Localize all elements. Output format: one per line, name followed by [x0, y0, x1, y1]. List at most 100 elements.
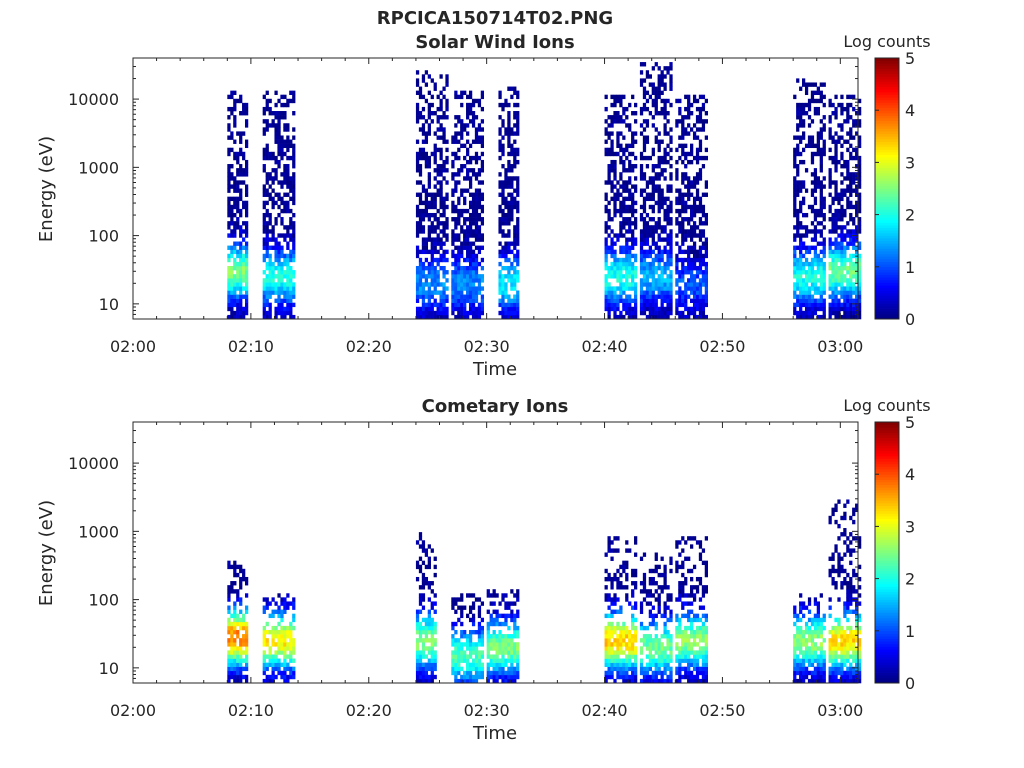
heatmap-cell [793, 237, 797, 242]
heatmap-cell [271, 290, 275, 295]
heatmap-cell [607, 642, 611, 647]
heatmap-cell [701, 94, 706, 100]
heatmap-cell [819, 257, 823, 263]
heatmap-cell [418, 564, 423, 570]
heatmap-cell [236, 617, 240, 623]
heatmap-cell [501, 249, 505, 255]
heatmap-cell [642, 270, 647, 275]
heatmap-cell [607, 176, 611, 181]
heatmap-cell [292, 94, 296, 100]
heatmap-cell [460, 597, 464, 602]
heatmap-cell [802, 78, 806, 83]
heatmap-cell [695, 135, 700, 140]
heatmap-cell [498, 662, 502, 667]
heatmap-cell [274, 245, 278, 250]
heatmap-cell [610, 666, 614, 672]
heatmap-cell [663, 265, 667, 271]
heatmap-cell [498, 94, 502, 100]
heatmap-cell [418, 625, 423, 631]
heatmap-cell [837, 225, 841, 230]
heatmap-cell [286, 302, 290, 308]
heatmap-cell [244, 200, 249, 206]
x-axis-label: Time [472, 359, 517, 380]
heatmap-cell [793, 155, 797, 161]
heatmap-cell [489, 601, 493, 606]
heatmap-cell [451, 298, 455, 303]
heatmap-cell [421, 245, 426, 250]
heatmap-cell [657, 111, 661, 116]
heatmap-cell [424, 245, 429, 250]
heatmap-cell [799, 306, 803, 312]
heatmap-cell [631, 674, 635, 680]
colorbar-segment [875, 73, 899, 77]
heatmap-cell [283, 192, 287, 197]
heatmap-cell [675, 265, 679, 271]
heatmap-cell [510, 658, 514, 663]
heatmap-cell [230, 658, 234, 663]
heatmap-cell [268, 314, 272, 320]
heatmap-cell [433, 212, 437, 218]
heatmap-cell [507, 650, 511, 655]
heatmap-cell [507, 601, 511, 606]
heatmap-cell [510, 261, 514, 267]
heatmap-cell [663, 237, 667, 242]
heatmap-cell [513, 147, 517, 153]
heatmap-cell [625, 245, 629, 250]
heatmap-cell [242, 674, 246, 680]
heatmap-cell [692, 257, 697, 263]
heatmap-cell [418, 670, 423, 676]
heatmap-cell [634, 253, 638, 259]
colorbar-segment [875, 149, 899, 153]
colorbar-segment [875, 128, 899, 132]
heatmap-cell [463, 200, 467, 206]
heatmap-cell [424, 204, 429, 210]
heatmap-cell [654, 564, 658, 570]
heatmap-cell [610, 298, 614, 303]
heatmap-cell [793, 94, 797, 100]
heatmap-cell [648, 261, 652, 267]
heatmap-cell [855, 286, 859, 291]
heatmap-cell [657, 237, 661, 242]
heatmap-cell [424, 310, 429, 316]
heatmap-cell [645, 306, 650, 312]
heatmap-cell [436, 188, 440, 193]
heatmap-cell [690, 306, 694, 312]
heatmap-cell [639, 589, 644, 594]
heatmap-cell [265, 621, 269, 627]
heatmap-cell [645, 290, 650, 295]
heatmap-cell [813, 298, 818, 303]
heatmap-cell [849, 274, 853, 279]
heatmap-cell [846, 184, 850, 189]
heatmap-cell [454, 650, 458, 655]
heatmap-cell [678, 200, 682, 206]
heatmap-cell [793, 204, 797, 210]
heatmap-cell [233, 221, 237, 226]
heatmap-cell [418, 536, 423, 541]
heatmap-cell [675, 261, 679, 267]
heatmap-cell [471, 274, 476, 279]
heatmap-cell [227, 204, 231, 210]
heatmap-cell [634, 270, 638, 275]
heatmap-cell [292, 237, 296, 242]
heatmap-cell [504, 249, 508, 255]
heatmap-cell [507, 143, 511, 149]
heatmap-cell [516, 670, 520, 676]
heatmap-cell [695, 294, 700, 299]
heatmap-cell [822, 196, 826, 202]
heatmap-cell [639, 245, 644, 250]
heatmap-cell [799, 119, 803, 124]
heatmap-cell [233, 241, 237, 246]
heatmap-cell [463, 229, 467, 234]
heatmap-cell [651, 642, 655, 647]
heatmap-cell [415, 310, 420, 316]
heatmap-cell [631, 621, 635, 627]
heatmap-cell [439, 302, 443, 308]
heatmap-cell [424, 625, 429, 631]
heatmap-cell [286, 674, 290, 680]
heatmap-cell [807, 249, 812, 255]
heatmap-cell [451, 172, 455, 177]
heatmap-cell [451, 159, 455, 165]
heatmap-cell [513, 102, 517, 108]
heatmap-cell [834, 212, 838, 218]
heatmap-cell [477, 642, 482, 647]
